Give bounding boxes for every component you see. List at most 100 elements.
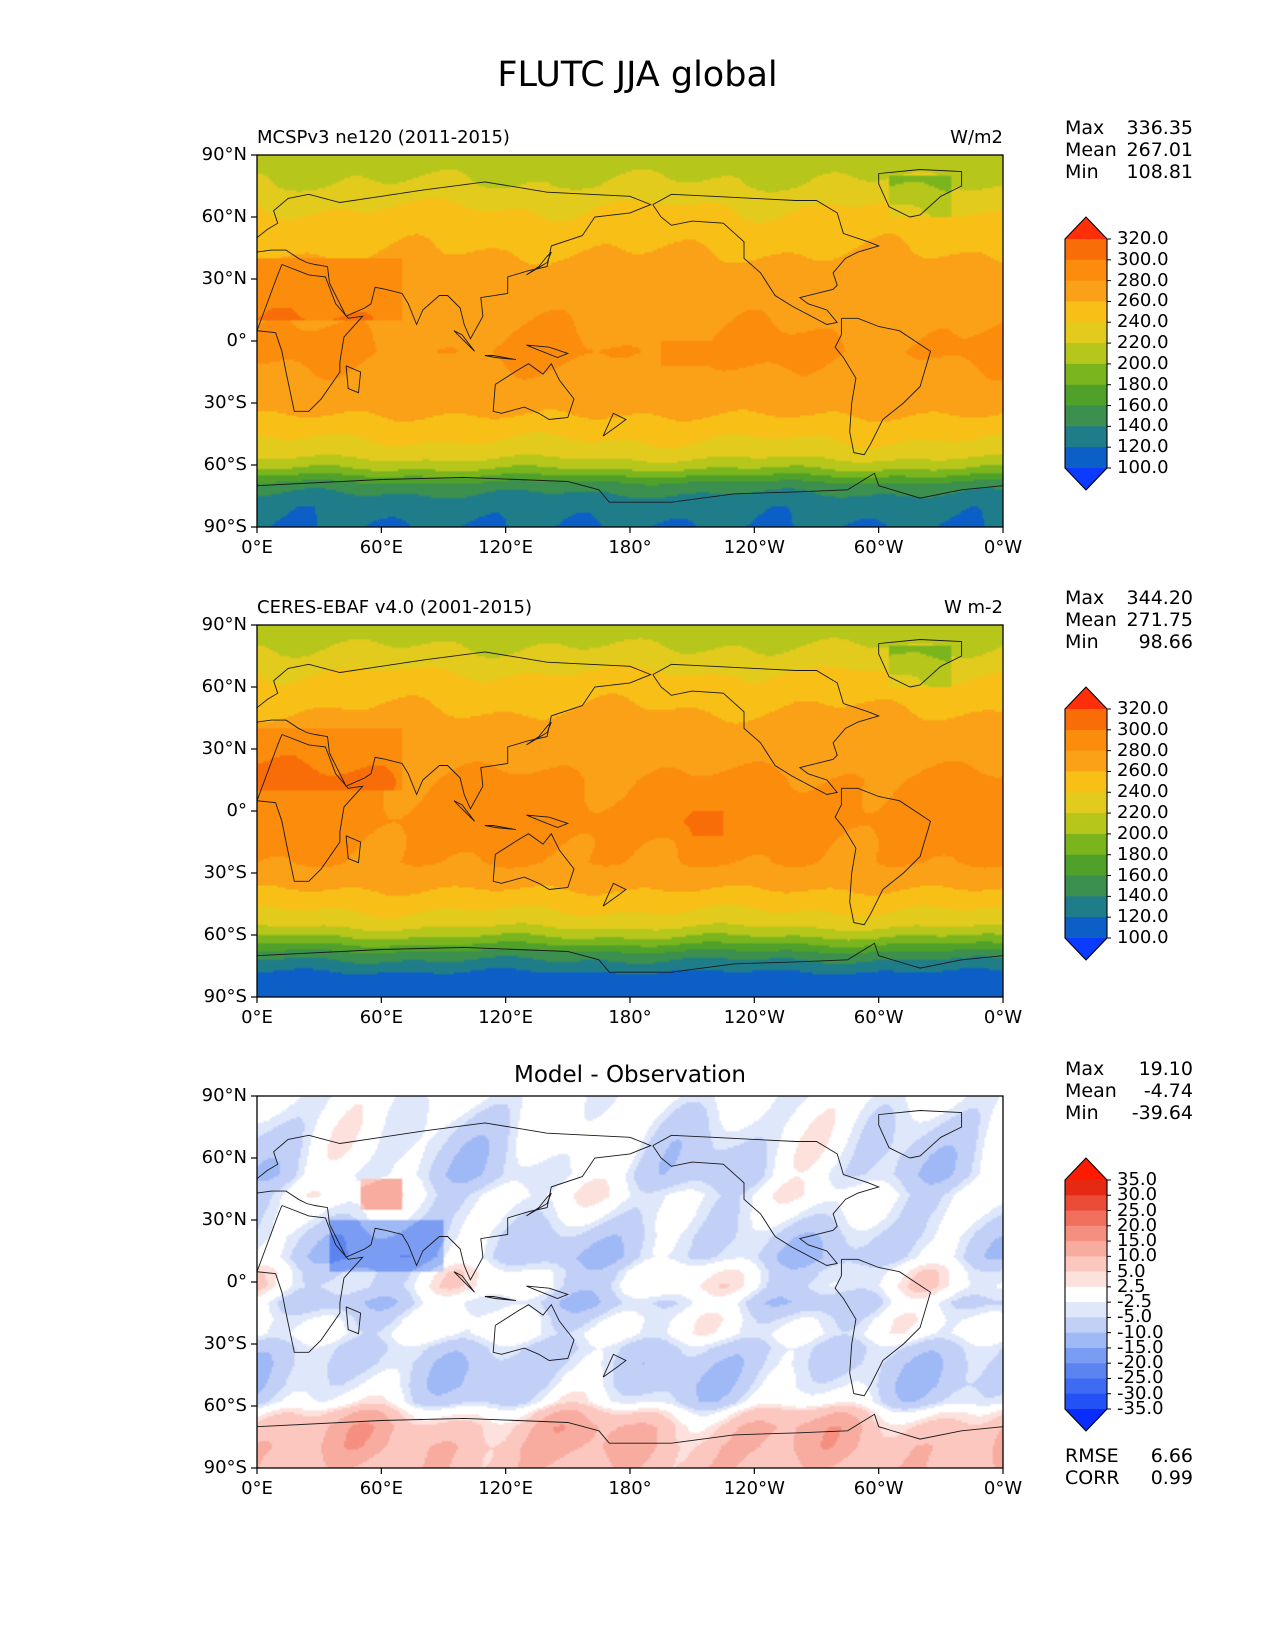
y-tick-label: 30°N xyxy=(201,1209,247,1230)
y-tick-label: 30°N xyxy=(201,738,247,759)
colorbar-3 xyxy=(1064,1157,1111,1432)
coastline-2-6 xyxy=(256,942,1004,973)
stat-mean-value: 271.75 xyxy=(1126,609,1193,631)
colorbar-segment xyxy=(1065,405,1107,427)
colorbar-1 xyxy=(1064,216,1111,491)
colorbar-segment xyxy=(1065,426,1107,448)
colorbar-segment xyxy=(1065,917,1107,939)
y-tick-label: 60°S xyxy=(203,454,247,475)
colorbar-label: 180.0 xyxy=(1117,373,1169,395)
colorbar-segment xyxy=(1065,729,1107,752)
coastline-1-6 xyxy=(256,472,1004,503)
y-tick-label: 90°S xyxy=(203,1457,247,1478)
panel-left-title: MCSPv3 ne120 (2011-2015) xyxy=(257,127,510,148)
colorbar-label: 180.0 xyxy=(1117,843,1169,865)
x-tick-label: 120°E xyxy=(478,537,534,558)
stat-rmse-value: 6.66 xyxy=(1150,1445,1193,1467)
colorbar-label: -2.5 xyxy=(1117,1291,1153,1313)
colorbar-segment xyxy=(1065,875,1107,897)
colorbar-label: 10.0 xyxy=(1117,1245,1158,1267)
y-tick-label: 90°S xyxy=(203,516,247,537)
colorbar-label: 300.0 xyxy=(1117,718,1169,740)
coastline-2-7 xyxy=(453,800,475,822)
stat-mean-label: Mean xyxy=(1065,1080,1117,1102)
colorbar-label: 220.0 xyxy=(1117,802,1169,824)
colorbar-label: 280.0 xyxy=(1117,739,1169,761)
x-tick-label: 0°E xyxy=(241,1007,273,1028)
colorbar-label: 260.0 xyxy=(1117,760,1169,782)
y-tick-label: 60°N xyxy=(201,206,247,227)
colorbar-segment xyxy=(1065,259,1107,282)
colorbar-label: 5.0 xyxy=(1117,1260,1146,1282)
colorbar-label: 240.0 xyxy=(1117,311,1169,333)
stat-mean-label: Mean xyxy=(1065,139,1117,161)
colorbar-label: 100.0 xyxy=(1117,927,1169,948)
colorbar-label: -30.0 xyxy=(1117,1382,1164,1404)
x-tick-label: 180° xyxy=(608,537,652,558)
colorbar-label: 240.0 xyxy=(1117,781,1169,803)
colorbar-extend-max xyxy=(1065,687,1107,709)
x-tick-label: 60°E xyxy=(359,1478,403,1499)
stat-min-value: 98.66 xyxy=(1138,631,1193,653)
y-tick-label: 30°S xyxy=(203,1333,247,1354)
colorbar-segment xyxy=(1065,1195,1107,1212)
coastline-3-8 xyxy=(484,1296,517,1302)
y-tick-label: 30°N xyxy=(201,268,247,289)
colorbar-segment xyxy=(1065,447,1107,469)
coastline-2-9 xyxy=(526,814,570,828)
colorbar-segment xyxy=(1065,750,1107,773)
coastline-3-2 xyxy=(652,1134,881,1266)
colorbar-label: 35.0 xyxy=(1117,1169,1158,1190)
colorbar-segment xyxy=(1065,1271,1107,1288)
stat-mean-value: 267.01 xyxy=(1126,139,1193,161)
x-tick-label: 60°W xyxy=(853,537,904,558)
colorbar-segment xyxy=(1065,854,1107,877)
coastline-3-10 xyxy=(345,1306,362,1335)
stat-mean-label: Mean xyxy=(1065,609,1117,631)
colorbar-label: 15.0 xyxy=(1117,1230,1158,1252)
coastline-1-2 xyxy=(652,193,881,325)
stat-min-label: Min xyxy=(1065,1102,1099,1124)
coastline-2-10 xyxy=(345,835,362,864)
colorbar-segment xyxy=(1065,1210,1107,1227)
colorbar-label: 300.0 xyxy=(1117,248,1169,270)
colorbar-label: 25.0 xyxy=(1117,1199,1158,1221)
colorbar-label: 320.0 xyxy=(1117,228,1169,249)
colorbar-segment xyxy=(1065,1241,1107,1257)
coastline-1-5 xyxy=(878,169,963,218)
colorbar-extend-max xyxy=(1065,217,1107,239)
x-tick-label: 120°W xyxy=(723,1478,785,1499)
coastline-2-1 xyxy=(256,651,652,810)
y-tick-label: 0° xyxy=(226,1271,247,1292)
colorbar-label: 280.0 xyxy=(1117,269,1169,291)
x-tick-label: 0°W xyxy=(983,1478,1023,1499)
x-tick-label: 60°E xyxy=(359,537,403,558)
y-tick-label: 0° xyxy=(226,800,247,821)
colorbar-label: 200.0 xyxy=(1117,352,1169,374)
coastline-3-4 xyxy=(492,1303,575,1361)
y-tick-label: 90°N xyxy=(201,144,247,165)
coastline-3-0 xyxy=(256,1205,364,1353)
colorbar-2 xyxy=(1064,686,1111,961)
colorbar-label: 160.0 xyxy=(1117,394,1169,416)
colorbar-segment xyxy=(1065,239,1107,261)
y-tick-label: 30°S xyxy=(203,392,247,413)
stat-max-label: Max xyxy=(1065,587,1105,609)
coastline-3-7 xyxy=(453,1271,475,1293)
colorbar-segment xyxy=(1065,896,1107,918)
stat-rmse-label: RMSE xyxy=(1065,1445,1119,1467)
colorbar-segment xyxy=(1065,1363,1107,1380)
coastline-2-12 xyxy=(526,721,552,746)
coastline-3-3 xyxy=(834,1258,932,1397)
coastlines-3 xyxy=(256,1110,1004,1444)
colorbar-extend-min xyxy=(1065,1409,1107,1431)
colorbar-segment xyxy=(1065,301,1107,323)
coastline-3-11 xyxy=(602,1353,627,1378)
colorbar-label: 220.0 xyxy=(1117,332,1169,354)
coastline-1-11 xyxy=(602,412,627,437)
coastlines-2 xyxy=(256,639,1004,973)
stat-max-label: Max xyxy=(1065,117,1105,139)
y-tick-label: 90°N xyxy=(201,1085,247,1106)
x-tick-label: 60°W xyxy=(853,1007,904,1028)
